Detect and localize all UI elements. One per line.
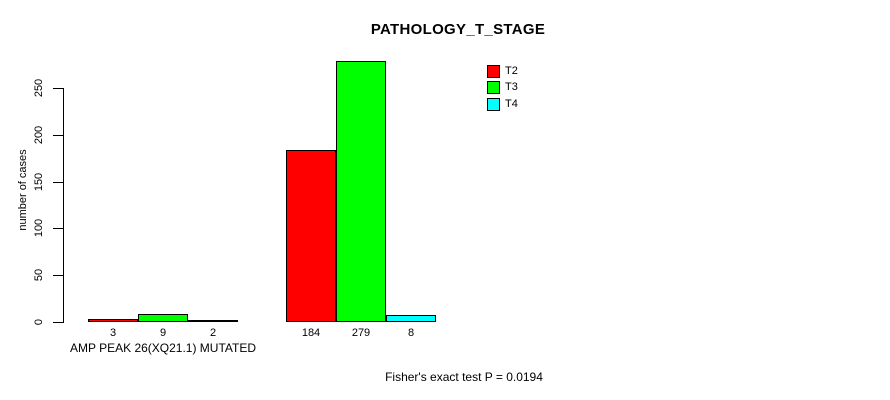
- x-group-label: AMP PEAK 26(XQ21.1) MUTATED: [69, 341, 257, 355]
- y-axis-line: [63, 88, 64, 323]
- bar-t4: [188, 320, 238, 322]
- bar-t2: [286, 150, 336, 322]
- legend-label: T4: [505, 98, 518, 110]
- legend-label: T2: [505, 65, 518, 77]
- bar-value-label: 2: [209, 327, 217, 339]
- y-tick-label: 100: [33, 219, 45, 238]
- y-tick: [53, 134, 63, 136]
- bar-t2: [88, 319, 138, 322]
- y-tick: [53, 275, 63, 277]
- bar-value-label: 279: [351, 327, 371, 339]
- bar-t4: [386, 315, 436, 322]
- y-tick-label: 50: [33, 269, 45, 282]
- stats-annotation: Fisher's exact test P = 0.0194: [385, 370, 543, 384]
- y-axis-title: number of cases: [17, 149, 29, 231]
- y-tick-label: 150: [33, 172, 45, 191]
- legend-swatch-t4: [487, 98, 500, 111]
- y-tick-label: 0: [33, 318, 45, 326]
- y-tick-label: 200: [33, 125, 45, 144]
- bar-value-label: 3: [109, 327, 117, 339]
- bar-t3: [336, 61, 386, 322]
- chart-title: PATHOLOGY_T_STAGE: [370, 21, 546, 38]
- legend-row: T2: [487, 64, 547, 80]
- legend-row: T4: [487, 97, 547, 113]
- y-tick: [53, 181, 63, 183]
- y-tick: [53, 228, 63, 230]
- legend-swatch-t2: [487, 65, 500, 78]
- y-tick-label: 250: [33, 78, 45, 98]
- legend-label: T3: [505, 81, 518, 93]
- legend-swatch-t3: [487, 81, 500, 94]
- y-tick: [53, 88, 63, 89]
- bar-value-label: 8: [407, 327, 415, 339]
- bar-t3: [138, 314, 188, 322]
- y-tick: [53, 322, 63, 323]
- legend-row: T3: [487, 80, 547, 96]
- bar-value-label: 9: [159, 327, 167, 339]
- bar-value-label: 184: [301, 327, 321, 339]
